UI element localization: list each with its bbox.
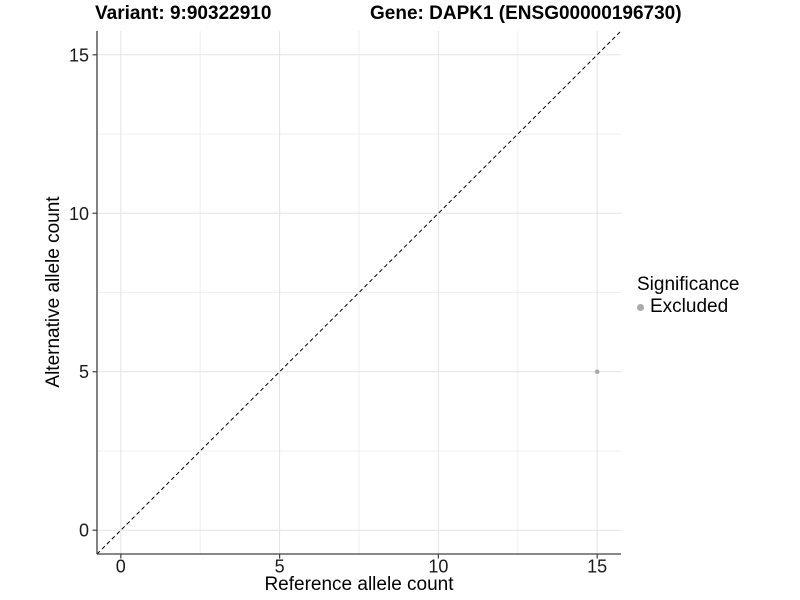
legend-key-dot-icon [637,303,644,311]
legend-item-excluded: Excluded [637,297,739,317]
data-point [594,369,600,375]
gene-title: Gene: DAPK1 (ENSG00000196730) [370,3,682,24]
y-tick-label: 5 [79,362,89,382]
identity-line [96,30,622,555]
x-tick-label: 0 [116,557,126,577]
legend-item-label: Excluded [650,296,729,317]
y-tick-label: 10 [69,204,89,224]
legend: Significance Excluded [637,275,739,317]
y-tick-label: 15 [69,45,89,65]
y-tick-label: 0 [79,521,89,541]
variant-title: Variant: 9:90322910 [95,3,272,24]
legend-title: Significance [637,274,740,295]
x-tick-label: 5 [275,557,285,577]
y-axis-title: Alternative allele count [43,196,64,388]
x-axis-title: Reference allele count [264,574,454,595]
x-tick-label: 10 [428,557,448,577]
x-tick-label: 15 [587,557,607,577]
